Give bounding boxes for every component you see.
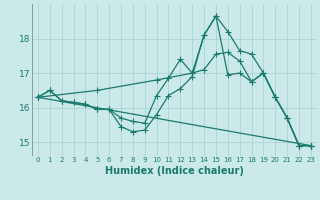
X-axis label: Humidex (Indice chaleur): Humidex (Indice chaleur)	[105, 166, 244, 176]
